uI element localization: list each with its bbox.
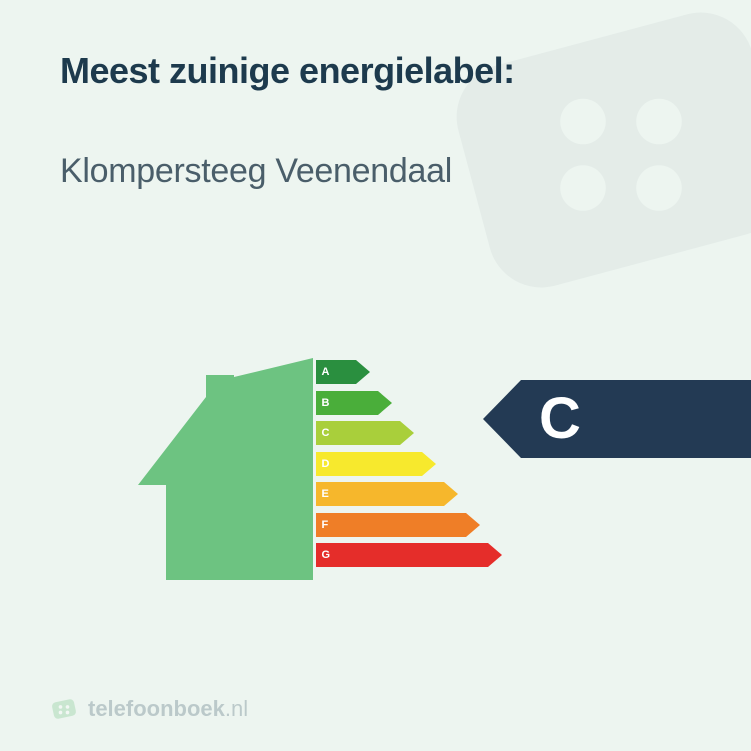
bar-label: E [322,488,329,500]
bar-label: C [322,427,330,439]
footer-logo-icon [50,695,78,723]
bar-label: G [322,549,331,561]
rating-indicator: C [521,380,751,458]
rating-letter: C [539,390,581,448]
house-icon [136,355,316,585]
footer-attribution: telefoonboek.nl [50,695,248,723]
bar-label: D [322,458,330,470]
bar-label: A [322,366,330,378]
page-title: Meest zuinige energielabel: [60,50,691,92]
location-subtitle: Klompersteeg Veenendaal [60,152,691,191]
footer-brand: telefoonboek [88,696,225,722]
footer-tld: .nl [225,696,248,722]
bar-label: F [322,519,329,531]
bar-label: B [322,397,330,409]
